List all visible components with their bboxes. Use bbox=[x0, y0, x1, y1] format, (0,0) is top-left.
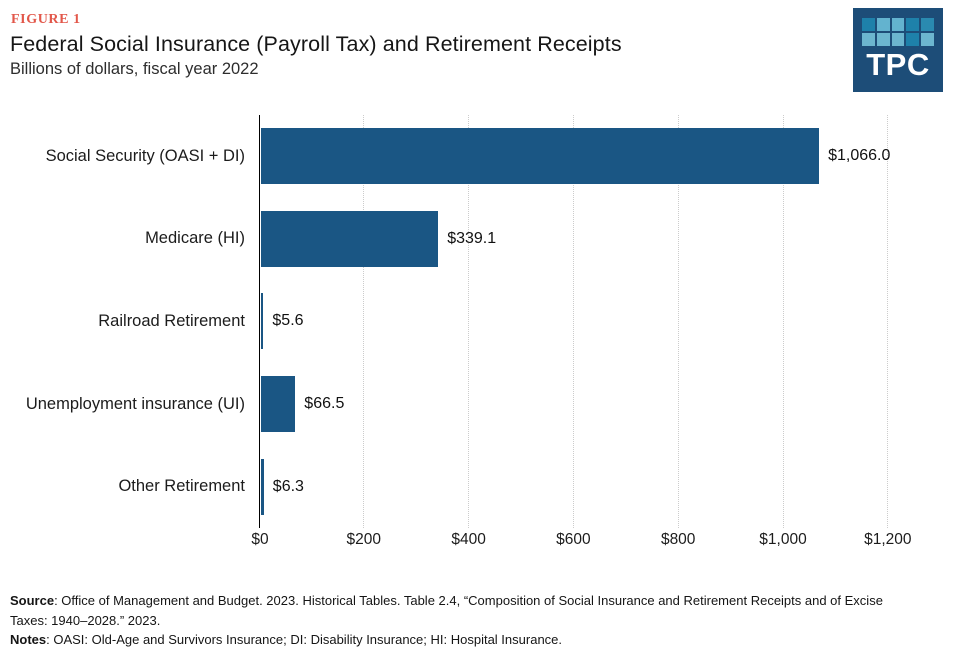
bar-value-label: $6.3 bbox=[272, 477, 304, 495]
chart-subtitle: Billions of dollars, fiscal year 2022 bbox=[10, 60, 259, 78]
logo-square bbox=[876, 33, 890, 46]
plot-cell: $6.3 bbox=[259, 445, 304, 528]
logo-square bbox=[862, 33, 875, 46]
logo-square bbox=[906, 33, 920, 46]
logo-square bbox=[891, 18, 905, 31]
source-text-2: Taxes: 1940–2028.” 2023. bbox=[10, 612, 161, 628]
x-tick-label: $600 bbox=[556, 531, 591, 548]
bar bbox=[260, 210, 439, 267]
bar-chart: Social Security (OASI + DI) $1,066.0 Med… bbox=[0, 115, 953, 528]
plot-cell: $1,066.0 bbox=[259, 115, 890, 198]
bar-value-label: $1,066.0 bbox=[828, 147, 891, 165]
logo-text: TPC bbox=[866, 47, 930, 82]
x-tick-label: $0 bbox=[251, 531, 269, 548]
logo-square bbox=[921, 18, 934, 31]
logo-square bbox=[906, 18, 920, 31]
source-line-1: Source: Office of Management and Budget.… bbox=[10, 591, 945, 611]
chart-row: Social Security (OASI + DI) $1,066.0 bbox=[0, 115, 953, 198]
x-tick-label: $1,200 bbox=[864, 531, 912, 548]
x-tick-label: $400 bbox=[451, 531, 486, 548]
x-tick-label: $200 bbox=[346, 531, 382, 548]
bar-value-label: $339.1 bbox=[447, 229, 497, 247]
source-line-2: Taxes: 1940–2028.” 2023. bbox=[10, 611, 945, 631]
gridline bbox=[572, 115, 574, 528]
notes-label: Notes bbox=[10, 632, 47, 647]
plot-cell: $339.1 bbox=[259, 198, 496, 281]
chart-row: Unemployment insurance (UI) $66.5 bbox=[0, 363, 953, 446]
category-label: Railroad Retirement bbox=[98, 312, 245, 330]
bar bbox=[260, 293, 264, 350]
x-axis-labels: $0 $200 $400 $600 $800 $1,000 $1,200 bbox=[0, 531, 953, 553]
notes-text: : OASI: Old-Age and Survivors Insurance;… bbox=[46, 632, 563, 647]
chart-row: Medicare (HI) $339.1 bbox=[0, 198, 953, 281]
category-label: Medicare (HI) bbox=[145, 229, 245, 248]
plot-cell: $5.6 bbox=[259, 280, 304, 363]
bar-value-label: $5.6 bbox=[272, 312, 304, 330]
gridline bbox=[782, 115, 784, 528]
chart-row: Other Retirement $6.3 bbox=[0, 445, 953, 528]
logo-square bbox=[862, 18, 875, 31]
y-axis-line bbox=[259, 115, 899, 528]
gridline bbox=[468, 115, 470, 528]
notes-line: Notes: OASI: Old-Age and Survivors Insur… bbox=[10, 630, 945, 650]
logo-square-grid bbox=[862, 18, 934, 46]
gridline bbox=[363, 115, 365, 528]
category-label: Unemployment insurance (UI) bbox=[25, 394, 245, 413]
chart-row: Railroad Retirement $5.6 bbox=[0, 280, 953, 363]
source-label: Source bbox=[10, 593, 55, 608]
category-label: Social Security (OASI + DI) bbox=[45, 146, 245, 165]
logo-square bbox=[891, 33, 905, 46]
plot-cell: $66.5 bbox=[259, 363, 344, 446]
bar bbox=[260, 128, 820, 185]
gridline bbox=[677, 115, 679, 528]
chart-rows: Social Security (OASI + DI) $1,066.0 Med… bbox=[0, 115, 953, 528]
x-tick-label: $1,000 bbox=[759, 531, 807, 548]
logo-square bbox=[921, 33, 934, 46]
gridline bbox=[887, 115, 889, 528]
bar-value-label: $66.5 bbox=[304, 395, 345, 413]
tpc-logo: TPC bbox=[853, 8, 943, 92]
bar bbox=[260, 458, 264, 515]
logo-square bbox=[876, 18, 890, 31]
bar bbox=[260, 376, 296, 433]
figure-label: FIGURE 1 bbox=[11, 12, 81, 27]
source-text-1: : Office of Management and Budget. 2023.… bbox=[54, 593, 883, 608]
x-tick-label: $800 bbox=[660, 531, 696, 548]
page-title: Federal Social Insurance (Payroll Tax) a… bbox=[10, 32, 622, 56]
footer: Source: Office of Management and Budget.… bbox=[10, 591, 945, 650]
category-label: Other Retirement bbox=[118, 477, 245, 496]
